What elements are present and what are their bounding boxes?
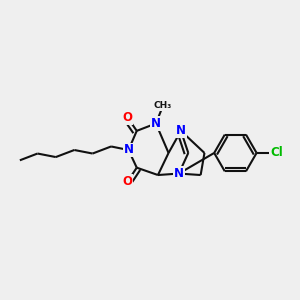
Text: N: N — [151, 117, 161, 130]
Text: N: N — [124, 143, 134, 157]
Text: CH₃: CH₃ — [154, 101, 172, 110]
Text: Cl: Cl — [270, 146, 283, 159]
Text: O: O — [123, 111, 133, 124]
Text: N: N — [174, 167, 184, 180]
Text: N: N — [176, 124, 186, 137]
Text: O: O — [123, 175, 133, 188]
